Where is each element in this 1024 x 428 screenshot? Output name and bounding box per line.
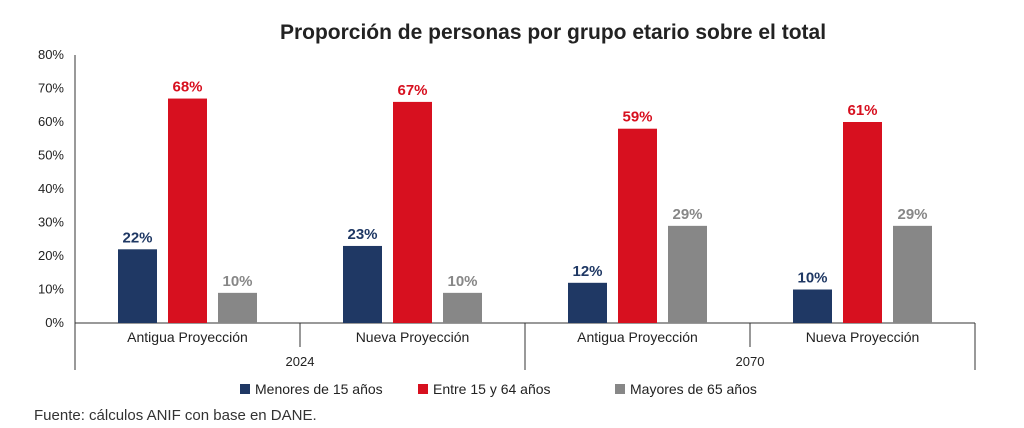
- chart-title: Proporción de personas por grupo etario …: [280, 21, 826, 44]
- y-tick-label: 40%: [38, 181, 64, 196]
- x-group-label: 2024: [286, 354, 315, 369]
- plot-area: 0% 10% 20% 30% 40% 50% 60% 70% 80% Antigua Proyec…: [38, 47, 976, 397]
- bar: [893, 225, 932, 323]
- y-tick-label: 80%: [38, 47, 64, 62]
- data-label: 59%: [622, 109, 652, 126]
- x-category-label: Nueva Proyección: [356, 329, 470, 345]
- bar: [618, 128, 657, 323]
- legend-swatch: [240, 384, 250, 394]
- data-label: 12%: [572, 263, 602, 280]
- data-label: 23%: [347, 226, 377, 243]
- y-tick-label: 30%: [38, 215, 64, 230]
- legend-swatch: [615, 384, 625, 394]
- bar: [668, 225, 707, 323]
- bar: [793, 289, 832, 323]
- y-tick-label: 60%: [38, 114, 64, 129]
- x-category-label: Antigua Proyección: [577, 329, 698, 345]
- data-label: 10%: [797, 270, 827, 287]
- bar: [168, 98, 207, 323]
- data-label: 67%: [397, 82, 427, 99]
- bar: [218, 292, 257, 323]
- data-label: 29%: [672, 206, 702, 223]
- bar: [843, 122, 882, 323]
- bar: [568, 282, 607, 323]
- data-label: 10%: [222, 273, 252, 290]
- y-tick-label: 10%: [38, 282, 64, 297]
- data-label: 10%: [447, 273, 477, 290]
- x-category-label: Antigua Proyección: [127, 329, 248, 345]
- bar: [343, 245, 382, 323]
- legend-label: Mayores de 65 años: [630, 381, 757, 397]
- y-tick-label: 0%: [45, 315, 64, 330]
- legend-label: Menores de 15 años: [255, 381, 383, 397]
- y-tick-label: 20%: [38, 248, 64, 263]
- legend-swatch: [418, 384, 428, 394]
- legend-label: Entre 15 y 64 años: [433, 381, 551, 397]
- y-tick-label: 70%: [38, 81, 64, 96]
- source-note: Fuente: cálculos ANIF con base en DANE.: [34, 407, 317, 424]
- x-category-label: Nueva Proyección: [806, 329, 920, 345]
- data-label: 61%: [847, 102, 877, 119]
- data-label: 68%: [172, 79, 202, 96]
- y-tick-label: 50%: [38, 148, 64, 163]
- bar: [393, 101, 432, 324]
- x-group-label: 2070: [736, 354, 765, 369]
- data-label: 22%: [122, 229, 152, 246]
- bar: [118, 249, 157, 323]
- data-label: 29%: [897, 206, 927, 223]
- bar: [443, 292, 482, 323]
